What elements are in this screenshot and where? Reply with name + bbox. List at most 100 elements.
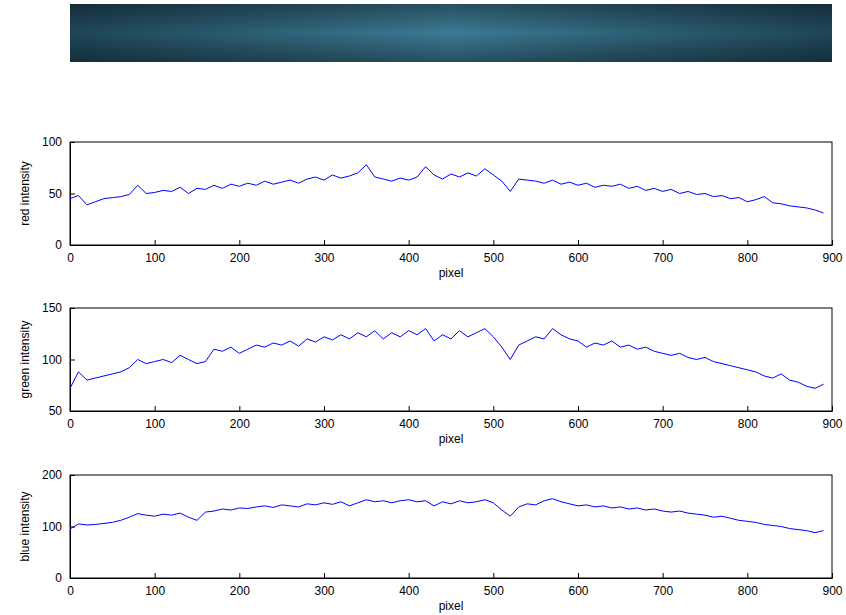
tick-mark: [578, 406, 579, 411]
tick-label: 900: [822, 584, 842, 598]
panel: 010020030040050060070080090050100150pixe…: [18, 301, 843, 446]
tick-mark: [239, 573, 240, 578]
x-axis: 0100200300400500600700800900: [67, 406, 843, 431]
tick-mark: [239, 406, 240, 411]
tick-label: 0: [67, 251, 74, 265]
tick: 600: [568, 240, 588, 265]
x-axis-title: pixel: [439, 599, 464, 613]
tick-mark: [578, 573, 579, 578]
tick: 300: [314, 406, 334, 431]
tick-label: 500: [484, 417, 504, 431]
x-axis-title: pixel: [439, 266, 464, 280]
data-line: [70, 329, 824, 389]
tick-label: 900: [822, 417, 842, 431]
tick: 500: [484, 406, 504, 431]
tick: 0: [55, 571, 75, 585]
tick-label: 600: [568, 251, 588, 265]
tick: 200: [230, 406, 250, 431]
tick-mark: [70, 360, 75, 361]
plot-area: [70, 499, 824, 533]
tick-mark: [70, 245, 75, 246]
tick: 100: [42, 520, 75, 534]
tick: 900: [822, 240, 842, 265]
tick-label: 800: [738, 584, 758, 598]
tick-label: 700: [653, 251, 673, 265]
x-axis: 0100200300400500600700800900: [67, 573, 843, 598]
tick-label: 500: [484, 251, 504, 265]
tick-label: 200: [42, 468, 62, 482]
tick-label: 100: [42, 135, 62, 149]
tick-mark: [832, 240, 833, 245]
tick-label: 400: [399, 417, 419, 431]
tick-label: 50: [49, 187, 63, 201]
image-strip: [70, 4, 832, 62]
tick-mark: [409, 573, 410, 578]
tick: 50: [49, 404, 75, 418]
tick-mark: [409, 240, 410, 245]
y-axis: 50 100 150: [42, 301, 75, 418]
tick-label: 600: [568, 417, 588, 431]
tick-label: 0: [55, 571, 62, 585]
tick: 100: [42, 353, 75, 367]
y-axis: 0 50 100: [42, 135, 75, 252]
tick-mark: [70, 308, 75, 309]
plot-area: [70, 329, 824, 389]
tick: 100: [145, 573, 165, 598]
tick-mark: [155, 573, 156, 578]
tick: 900: [822, 573, 842, 598]
tick-mark: [747, 240, 748, 245]
tick-label: 100: [145, 251, 165, 265]
tick-mark: [663, 406, 664, 411]
tick: 100: [42, 135, 75, 149]
panel: 01002003004005006007008009000100200pixel…: [18, 468, 843, 613]
tick: 400: [399, 406, 419, 431]
tick-mark: [70, 411, 75, 412]
plot-area: [70, 165, 824, 213]
tick-label: 0: [55, 238, 62, 252]
tick-mark: [663, 240, 664, 245]
tick: 300: [314, 240, 334, 265]
tick-mark: [493, 406, 494, 411]
tick: 150: [42, 301, 75, 315]
tick: 100: [145, 406, 165, 431]
tick-label: 600: [568, 584, 588, 598]
tick-mark: [324, 406, 325, 411]
tick-label: 100: [145, 584, 165, 598]
tick-label: 0: [67, 417, 74, 431]
x-axis-title: pixel: [439, 432, 464, 446]
x-axis: 0 100 200 300 400 500 600 700 800 900: [67, 240, 843, 265]
tick-mark: [70, 578, 75, 579]
data-line: [70, 165, 824, 213]
axis-line: [71, 411, 833, 412]
tick-label: 100: [42, 520, 62, 534]
tick-label: 800: [738, 251, 758, 265]
tick: 100: [145, 240, 165, 265]
tick: 600: [568, 573, 588, 598]
tick-mark: [239, 240, 240, 245]
tick-label: 300: [314, 251, 334, 265]
tick-label: 700: [653, 584, 673, 598]
tick: 800: [738, 240, 758, 265]
tick: 200: [230, 240, 250, 265]
tick-mark: [155, 240, 156, 245]
tick-label: 500: [484, 584, 504, 598]
tick-label: 400: [399, 584, 419, 598]
tick: 500: [484, 573, 504, 598]
tick: 700: [653, 573, 673, 598]
tick: 800: [738, 406, 758, 431]
tick-label: 300: [314, 417, 334, 431]
tick-label: 400: [399, 251, 419, 265]
tick: 200: [230, 573, 250, 598]
tick-label: 200: [230, 251, 250, 265]
tick-mark: [493, 573, 494, 578]
axis-line: [71, 578, 833, 579]
tick: 700: [653, 240, 673, 265]
tick-mark: [70, 475, 75, 476]
tick-mark: [155, 406, 156, 411]
tick-mark: [409, 406, 410, 411]
tick-label: 800: [738, 417, 758, 431]
y-axis-title: green intensity: [18, 320, 32, 398]
tick: 300: [314, 573, 334, 598]
panel: 0100200300400500600700800900050100pixelr…: [18, 135, 843, 280]
tick-mark: [324, 240, 325, 245]
